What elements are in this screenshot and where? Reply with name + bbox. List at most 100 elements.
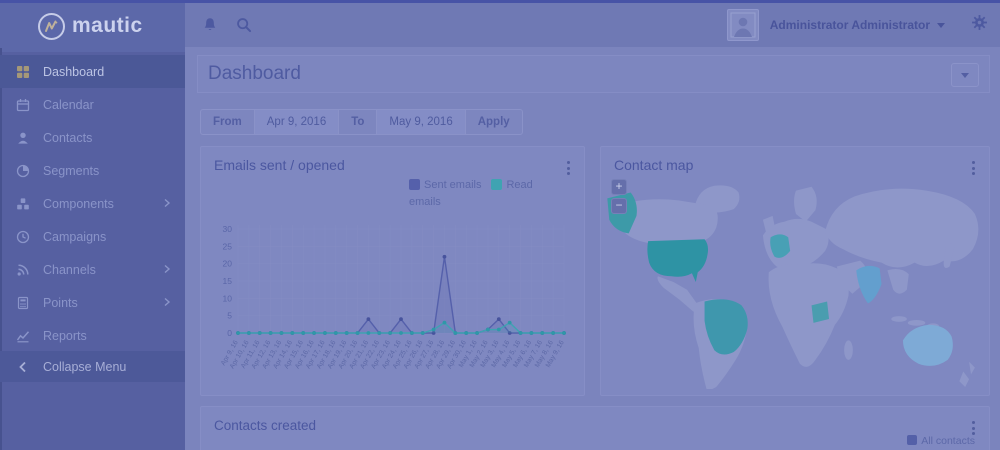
chevron-right-icon xyxy=(163,197,171,211)
map-scandinavia xyxy=(794,186,817,222)
sidebar-item-points[interactable]: Points xyxy=(0,286,185,319)
page-header: Dashboard xyxy=(197,55,990,93)
notifications-bell-icon[interactable] xyxy=(201,16,219,34)
collapse-menu-label: Collapse Menu xyxy=(43,359,127,374)
search-icon[interactable] xyxy=(235,16,253,34)
mautic-logo-icon xyxy=(38,12,65,40)
svg-text:30: 30 xyxy=(223,224,233,234)
sidebar-item-label: Components xyxy=(43,196,114,211)
sidebar-item-campaigns[interactable]: Campaigns xyxy=(0,220,185,253)
svg-text:10: 10 xyxy=(223,293,233,303)
map-region-india xyxy=(856,265,882,304)
sidebar: mautic Dashboard Calendar Contacts Segme xyxy=(0,0,185,450)
map-indonesia xyxy=(891,316,907,322)
sent-emails-swatch xyxy=(409,179,420,190)
legend-label: Read emails xyxy=(409,179,533,208)
window-left-edge xyxy=(0,48,2,450)
chart-legend: Sent emails Read emails xyxy=(409,177,571,211)
chevron-left-icon xyxy=(15,359,30,374)
person-icon xyxy=(15,130,30,145)
contacts-created-panel: Contacts created All contacts xyxy=(200,406,990,450)
calculator-icon xyxy=(15,295,30,310)
map-region-brazil xyxy=(704,299,748,355)
widgets-row: Emails sent / opened Sent emails Read ema… xyxy=(200,146,990,396)
map-region-united-states xyxy=(647,239,709,283)
legend-label: Sent emails xyxy=(424,179,482,191)
sidebar-item-segments[interactable]: Segments xyxy=(0,154,185,187)
map-zoom-out-button[interactable]: − xyxy=(611,198,627,214)
panel-title: Emails sent / opened xyxy=(214,157,345,173)
brand-name: mautic xyxy=(72,14,143,37)
kebab-menu-icon[interactable] xyxy=(565,159,572,177)
map-zoom-in-button[interactable]: + xyxy=(611,179,627,195)
map-se-asia xyxy=(887,269,909,294)
sidebar-item-channels[interactable]: Channels xyxy=(0,253,185,286)
sidebar-item-label: Calendar xyxy=(43,97,94,112)
from-label: From xyxy=(200,109,255,135)
from-date-input[interactable]: Apr 9, 2016 xyxy=(253,109,340,135)
map-uk xyxy=(762,215,776,236)
page-title: Dashboard xyxy=(208,63,301,84)
map-region-kenya xyxy=(811,301,830,323)
window-top-strip xyxy=(0,0,1000,3)
sidebar-item-label: Reports xyxy=(43,328,87,343)
sidebar-item-label: Contacts xyxy=(43,130,93,145)
sidebar-collapse-menu[interactable]: Collapse Menu xyxy=(0,351,185,382)
sidebar-item-calendar[interactable]: Calendar xyxy=(0,88,185,121)
main-content: Dashboard From Apr 9, 2016 To May 9, 201… xyxy=(185,47,1000,450)
chart-legend: All contacts xyxy=(907,435,975,447)
legend-label: All contacts xyxy=(921,435,975,447)
rss-icon xyxy=(15,262,30,277)
topbar-right: Administrator Administrator xyxy=(726,9,1000,41)
map-mexico xyxy=(657,276,702,316)
mautic-logo[interactable]: mautic xyxy=(0,0,185,52)
map-indonesia xyxy=(907,319,926,326)
map-new-zealand xyxy=(969,361,975,375)
dashboard-grid-icon xyxy=(15,64,30,79)
sidebar-item-components[interactable]: Components xyxy=(0,187,185,220)
sidebar-item-label: Campaigns xyxy=(43,229,107,244)
components-blocks-icon xyxy=(15,196,30,211)
kebab-menu-icon[interactable] xyxy=(970,159,977,177)
topbar: Administrator Administrator xyxy=(185,3,1000,47)
map-region-france xyxy=(770,234,791,258)
sidebar-item-label: Channels xyxy=(43,262,96,277)
map-asia xyxy=(825,188,979,268)
svg-text:25: 25 xyxy=(223,241,233,251)
to-date-input[interactable]: May 9, 2016 xyxy=(376,109,466,135)
apply-button[interactable]: Apply xyxy=(464,109,523,135)
date-filter: From Apr 9, 2016 To May 9, 2016 Apply xyxy=(200,109,1000,135)
to-label: To xyxy=(338,109,378,135)
map-africa xyxy=(768,263,849,367)
sidebar-item-reports[interactable]: Reports xyxy=(0,319,185,352)
svg-text:5: 5 xyxy=(227,311,232,321)
all-contacts-swatch xyxy=(907,435,918,445)
svg-text:20: 20 xyxy=(223,259,233,269)
read-emails-swatch xyxy=(491,179,503,190)
settings-gear-icon[interactable] xyxy=(971,14,988,36)
kebab-menu-icon[interactable] xyxy=(970,419,977,437)
sidebar-item-dashboard[interactable]: Dashboard xyxy=(0,55,185,88)
pie-chart-icon xyxy=(15,163,30,178)
panel-title: Contact map xyxy=(614,157,694,173)
contact-map-panel: Contact map + − xyxy=(600,146,990,396)
dashboard-options-dropdown[interactable] xyxy=(951,63,979,87)
clock-icon xyxy=(15,229,30,244)
sidebar-item-label: Segments xyxy=(43,163,100,178)
sidebar-item-contacts[interactable]: Contacts xyxy=(0,121,185,154)
sidebar-item-label: Dashboard xyxy=(43,64,105,79)
sidebar-item-label: Points xyxy=(43,295,78,310)
chevron-down-icon xyxy=(937,22,945,28)
chevron-right-icon xyxy=(163,263,171,277)
map-new-zealand xyxy=(959,371,970,388)
svg-text:0: 0 xyxy=(227,328,232,338)
user-menu[interactable]: Administrator Administrator xyxy=(769,18,930,32)
world-map[interactable] xyxy=(601,177,989,389)
emails-sent-opened-panel: Emails sent / opened Sent emails Read ema… xyxy=(200,146,585,396)
map-japan xyxy=(943,243,955,268)
sidebar-nav: Dashboard Calendar Contacts Segments Com… xyxy=(0,52,185,352)
map-region-australia xyxy=(902,324,953,366)
svg-text:15: 15 xyxy=(223,276,233,286)
user-avatar[interactable] xyxy=(726,9,759,41)
